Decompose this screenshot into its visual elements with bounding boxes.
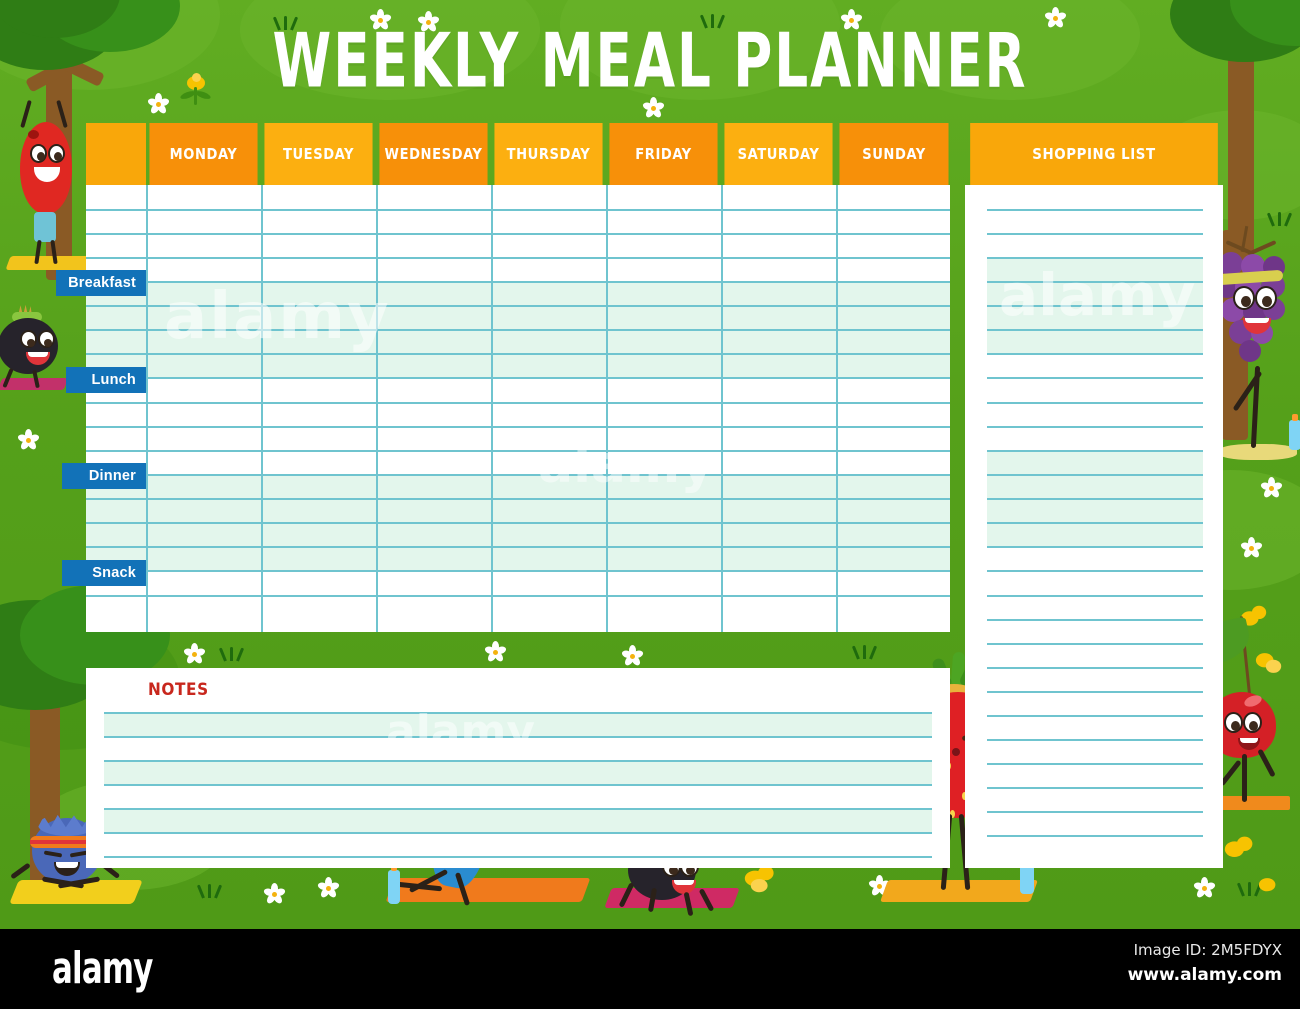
poster-canvas: WEEKLY MEAL PLANNER xyxy=(0,0,1300,929)
row-band xyxy=(104,808,932,832)
meal-label-snack[interactable]: Snack xyxy=(62,560,146,586)
eye xyxy=(20,330,37,348)
day-header-thursday[interactable]: THURSDAY xyxy=(494,123,603,185)
alamy-logo: alamy xyxy=(52,943,153,994)
daisy-icon xyxy=(1239,537,1263,559)
daisy-icon xyxy=(1043,7,1067,29)
character-cranberry-yoga xyxy=(5,99,100,280)
eye xyxy=(1233,286,1255,310)
mouth xyxy=(672,880,696,894)
daisy-icon xyxy=(641,97,665,119)
meal-label-breakfast[interactable]: Breakfast xyxy=(56,270,146,296)
row-band xyxy=(104,760,932,784)
yoga-mat xyxy=(879,880,1039,902)
shopping-list-area[interactable]: alamy xyxy=(965,185,1223,868)
grass-tuft xyxy=(1236,880,1263,897)
notes-title: NOTES xyxy=(148,680,209,700)
day-header-saturday[interactable]: SATURDAY xyxy=(724,123,833,185)
arm xyxy=(10,862,31,880)
eye xyxy=(1243,712,1262,733)
day-header-wednesday[interactable]: WEDNESDAY xyxy=(379,123,488,185)
grass-tuft xyxy=(1266,210,1293,227)
meal-label-column-header xyxy=(86,123,146,185)
planner-header-row: MONDAY TUESDAY WEDNESDAY THURSDAY FRIDAY… xyxy=(86,123,952,185)
grass-tuft xyxy=(196,882,223,899)
daisy-icon xyxy=(1259,477,1283,499)
day-header-tuesday[interactable]: TUESDAY xyxy=(264,123,373,185)
day-header-sunday[interactable]: SUNDAY xyxy=(839,123,949,185)
shopping-list-header: SHOPPING LIST xyxy=(970,123,1218,185)
planner-grid[interactable]: alamy alamy xyxy=(86,185,950,632)
daisy-icon xyxy=(483,641,507,663)
day-header-friday[interactable]: FRIDAY xyxy=(609,123,718,185)
daisy-icon xyxy=(182,643,206,665)
arm xyxy=(1257,748,1276,778)
grass-tuft xyxy=(699,12,726,29)
dandelion-icon xyxy=(1254,649,1283,678)
leg xyxy=(1242,754,1247,802)
character-grape-yoga xyxy=(1197,225,1300,476)
footer-bar: alamy Image ID: 2M5FDYX www.alamy.com xyxy=(0,929,1300,1009)
meal-label-lunch[interactable]: Lunch xyxy=(66,367,146,393)
headband xyxy=(12,312,42,322)
dandelion-icon xyxy=(1222,835,1253,866)
daisy-icon xyxy=(262,883,286,905)
mouth xyxy=(34,167,60,182)
daisy-icon xyxy=(368,9,392,31)
dandelion-icon xyxy=(179,72,212,105)
dandelion-icon xyxy=(742,863,774,894)
daisy-icon xyxy=(146,93,170,115)
grass-tuft xyxy=(851,643,878,660)
eye xyxy=(1224,712,1243,733)
alamy-url-text: www.alamy.com xyxy=(1127,965,1282,985)
daisy-icon xyxy=(620,645,644,667)
daisy-icon xyxy=(867,875,891,897)
yoga-mat xyxy=(5,256,97,270)
character-blackcurrant-left xyxy=(0,300,72,400)
tree-trunk xyxy=(1228,30,1254,260)
eye xyxy=(48,144,65,163)
day-header-monday[interactable]: MONDAY xyxy=(149,123,258,185)
mouth xyxy=(1238,738,1260,750)
mouth xyxy=(1243,318,1271,334)
daisy-icon xyxy=(16,429,40,451)
bg-blob xyxy=(880,0,1140,100)
meal-label-dinner[interactable]: Dinner xyxy=(62,463,146,489)
row-band xyxy=(104,712,932,736)
eye xyxy=(1255,286,1277,310)
yoga-mat xyxy=(1219,444,1297,460)
grass-tuft xyxy=(272,14,299,31)
mouth xyxy=(26,352,50,365)
calyx xyxy=(18,304,32,316)
page-title: WEEKLY MEAL PLANNER xyxy=(272,18,1028,105)
grass-tuft xyxy=(218,645,245,662)
image-id-text: Image ID: 2M5FDYX xyxy=(1133,941,1282,959)
notes-area[interactable]: NOTES alamy xyxy=(86,668,950,868)
antenna xyxy=(56,99,68,129)
headband xyxy=(30,836,104,848)
eye xyxy=(30,144,47,163)
mouth xyxy=(952,748,960,756)
daisy-icon xyxy=(416,11,440,33)
eye xyxy=(38,330,55,348)
shorts xyxy=(34,212,56,242)
daisy-icon xyxy=(316,877,340,899)
daisy-icon xyxy=(1192,877,1216,899)
dandelion-icon xyxy=(1257,874,1286,903)
mouth xyxy=(54,862,80,876)
antenna xyxy=(20,99,32,129)
water-bottle xyxy=(388,864,400,904)
daisy-icon xyxy=(839,9,863,31)
water-bottle xyxy=(1289,414,1300,450)
